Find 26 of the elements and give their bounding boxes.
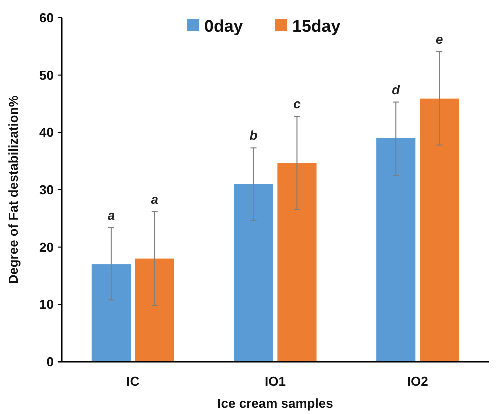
annotation: d <box>392 82 402 98</box>
y-tick-label: 10 <box>40 297 54 312</box>
x-tick-label: IO1 <box>265 374 286 389</box>
bar <box>234 184 274 362</box>
annotation: a <box>151 192 159 207</box>
y-axis-title: Degree of Fat destabilization% <box>6 95 21 284</box>
annotation: a <box>108 208 116 223</box>
y-tick-label: 30 <box>40 182 54 198</box>
annotation: b <box>250 128 258 144</box>
bar <box>278 163 317 362</box>
y-tick-label: 40 <box>40 125 54 140</box>
legend-label: 15day <box>292 16 342 36</box>
bar <box>92 264 131 362</box>
legend-label: 0day <box>204 16 244 36</box>
bar <box>420 98 460 362</box>
annotation: e <box>436 32 444 47</box>
y-tick-label: 20 <box>40 240 54 255</box>
bar <box>135 258 174 362</box>
x-tick-label: IO2 <box>407 374 428 389</box>
annotation: c <box>294 96 302 112</box>
x-tick-label: IC <box>126 374 140 389</box>
y-tick-label: 50 <box>40 68 54 83</box>
y-tick-label: 60 <box>40 10 54 26</box>
bar <box>376 138 416 362</box>
x-axis-title: Ice cream samples <box>218 396 334 411</box>
y-tick-label: 0 <box>46 354 54 370</box>
